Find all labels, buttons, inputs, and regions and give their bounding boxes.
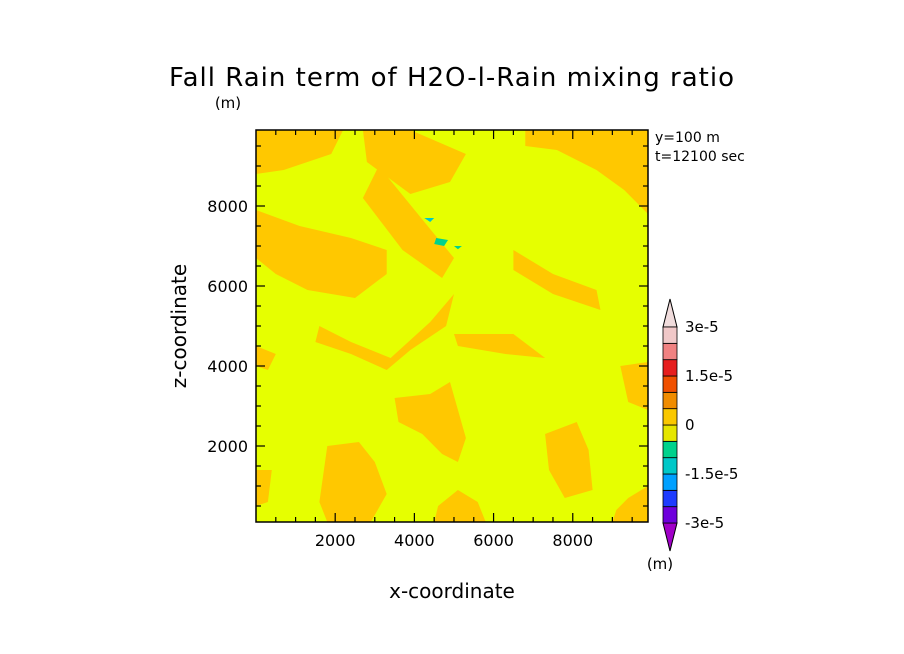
contour-field <box>256 130 648 522</box>
y-axis-label: z-coordinate <box>167 264 191 388</box>
colorbar-bin <box>662 424 678 442</box>
y-tick-label: 2000 <box>207 437 248 456</box>
positive-region-3 <box>256 210 387 298</box>
positive-region-1 <box>362 130 466 194</box>
colorbar-under-arrow <box>662 522 678 552</box>
positive-region-2 <box>525 130 648 214</box>
title-units: (m) <box>215 94 241 112</box>
positive-region-14 <box>620 362 648 410</box>
positive-region-12 <box>612 486 648 522</box>
colorbar-bin <box>662 489 678 508</box>
colorbar-bin <box>662 457 678 475</box>
positive-region-8 <box>394 382 466 462</box>
colorbar-bin <box>662 440 678 459</box>
y-tick-label: 6000 <box>207 277 248 296</box>
colorbar-bin <box>662 342 678 361</box>
positive-region-9 <box>319 442 387 522</box>
colorbar-bin <box>662 506 678 524</box>
y-tick-label: 8000 <box>207 197 248 216</box>
positive-region-0 <box>256 130 344 174</box>
colorbar-label: 3e-5 <box>685 318 719 336</box>
info-time: t=12100 sec <box>655 149 745 165</box>
x-axis-label: x-coordinate <box>389 579 515 603</box>
colorbar-label: 1.5e-5 <box>685 367 733 385</box>
colorbar: 3e-5 1.5e-5 0 -1.5e-5 -3e-5 <box>662 298 738 552</box>
negative-region-0 <box>434 238 448 246</box>
negative-region-1 <box>424 218 435 222</box>
positive-region-11 <box>545 422 593 498</box>
positive-region-15 <box>256 346 276 370</box>
colorbar-bin <box>662 473 678 491</box>
positive-region-5 <box>513 250 601 310</box>
x-tick-label: 8000 <box>552 531 593 550</box>
y-tick-label: 4000 <box>207 357 248 376</box>
colorbar-label: -1.5e-5 <box>685 465 738 483</box>
positive-region-10 <box>434 490 486 522</box>
positive-region-6 <box>315 294 454 370</box>
colorbar-bin <box>662 359 678 377</box>
positive-region-4 <box>362 166 454 278</box>
colorbar-units: (m) <box>647 555 673 573</box>
colorbar-bin <box>662 375 678 393</box>
colorbar-bin <box>662 391 678 410</box>
colorbar-bin <box>662 408 678 426</box>
colorbar-over-arrow <box>662 298 678 328</box>
x-tick-label: 6000 <box>473 531 514 550</box>
chart-title: Fall Rain term of H2O-l-Rain mixing rati… <box>169 63 735 93</box>
positive-region-7 <box>454 334 546 358</box>
colorbar-label: 0 <box>685 416 695 434</box>
x-tick-label: 2000 <box>315 531 356 550</box>
colorbar-label: -3e-5 <box>685 514 724 532</box>
negative-region-2 <box>454 246 462 250</box>
axis-ticks: 2000 4000 6000 8000 2000 4000 6000 8000 <box>207 130 648 550</box>
info-y-level: y=100 m <box>655 130 720 146</box>
colorbar-bin <box>662 326 678 344</box>
x-tick-label: 4000 <box>394 531 435 550</box>
positive-region-13 <box>256 470 272 506</box>
